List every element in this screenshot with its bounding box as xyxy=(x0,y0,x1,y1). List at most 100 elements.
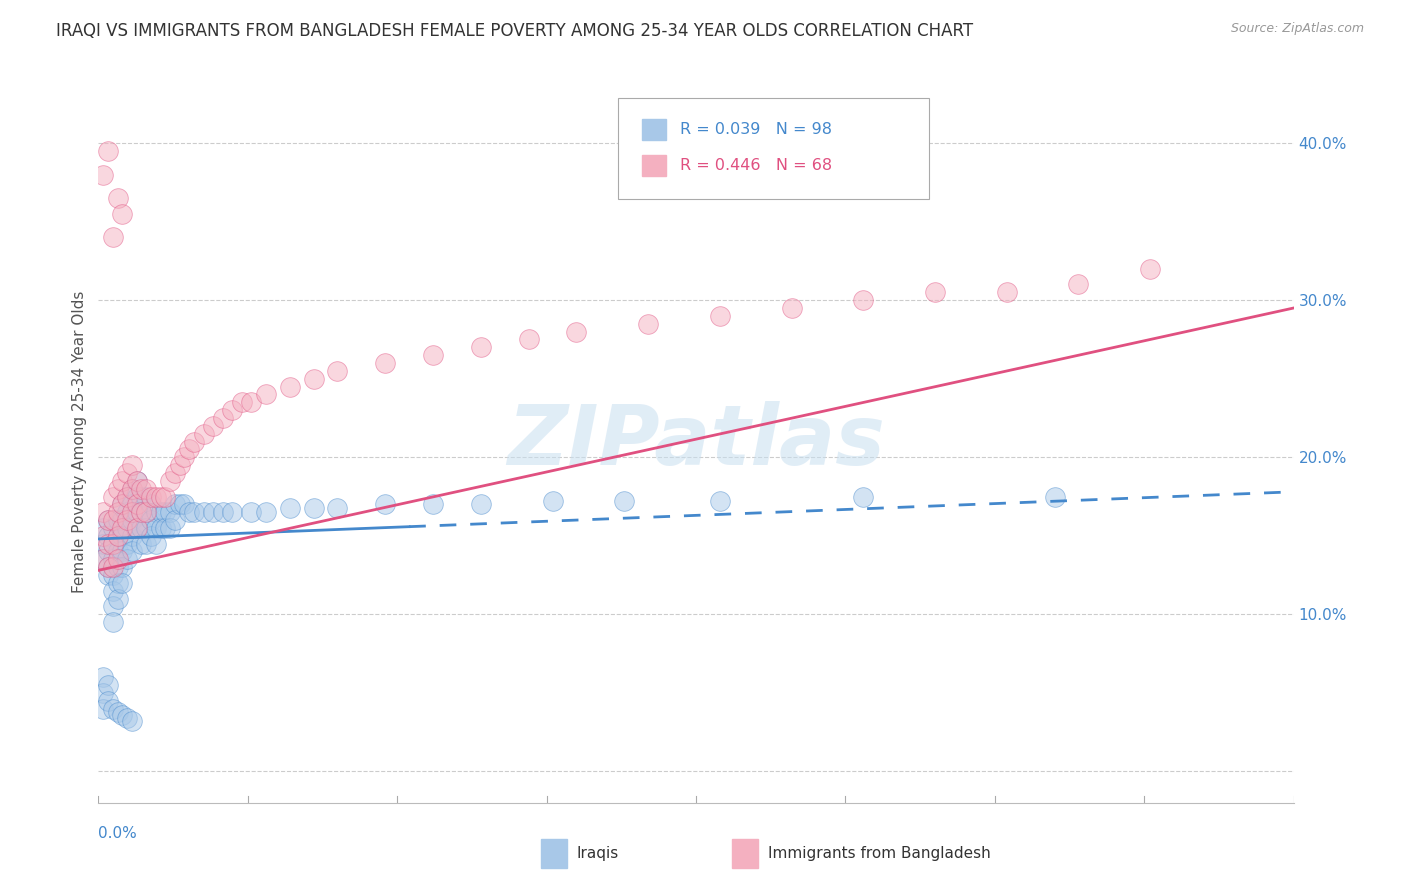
Point xyxy=(101,513,124,527)
Point xyxy=(131,521,153,535)
Point xyxy=(101,552,124,566)
Point xyxy=(125,505,148,519)
Point xyxy=(240,505,263,519)
Point xyxy=(637,317,659,331)
Point xyxy=(145,490,167,504)
Point xyxy=(1043,490,1066,504)
Point xyxy=(115,466,138,480)
Point xyxy=(91,505,114,519)
Point xyxy=(101,701,124,715)
Text: R = 0.446   N = 68: R = 0.446 N = 68 xyxy=(681,158,832,173)
Point xyxy=(221,505,243,519)
Point xyxy=(135,521,157,535)
Point xyxy=(374,497,396,511)
Point xyxy=(221,403,243,417)
Point xyxy=(1067,277,1090,292)
Point xyxy=(97,568,120,582)
Point xyxy=(107,591,129,606)
Point xyxy=(107,560,129,574)
Point xyxy=(211,411,233,425)
Point xyxy=(139,497,162,511)
Point xyxy=(139,529,162,543)
Point xyxy=(145,521,167,535)
Point xyxy=(169,497,191,511)
Point xyxy=(202,418,225,433)
Point xyxy=(101,536,124,550)
Point xyxy=(97,513,120,527)
Point xyxy=(101,583,124,598)
Text: Iraqis: Iraqis xyxy=(576,846,619,861)
Point xyxy=(107,505,129,519)
Point xyxy=(131,490,153,504)
Point xyxy=(211,505,233,519)
Point xyxy=(97,678,120,692)
Point xyxy=(135,482,157,496)
Text: Immigrants from Bangladesh: Immigrants from Bangladesh xyxy=(768,846,990,861)
Point xyxy=(91,552,114,566)
Point xyxy=(709,309,731,323)
Point xyxy=(135,505,157,519)
Bar xyxy=(541,838,567,868)
Point xyxy=(97,694,120,708)
Point xyxy=(149,521,172,535)
Point xyxy=(135,536,157,550)
Point xyxy=(163,513,186,527)
Point xyxy=(302,372,325,386)
Point xyxy=(183,434,205,449)
Point xyxy=(97,144,120,158)
Point xyxy=(107,552,129,566)
Point xyxy=(111,474,134,488)
Point xyxy=(107,575,129,590)
Point xyxy=(115,513,138,527)
Point xyxy=(121,458,143,472)
Point xyxy=(374,356,396,370)
Point xyxy=(115,552,138,566)
Point xyxy=(995,285,1018,300)
Point xyxy=(111,560,134,574)
Point xyxy=(173,450,195,465)
Point xyxy=(111,497,134,511)
Point xyxy=(149,490,172,504)
Point xyxy=(97,544,120,558)
Point xyxy=(183,505,205,519)
Point xyxy=(852,293,875,308)
Point xyxy=(852,490,875,504)
Bar xyxy=(733,838,758,868)
Point xyxy=(91,701,114,715)
Text: R = 0.039   N = 98: R = 0.039 N = 98 xyxy=(681,122,832,136)
Point xyxy=(159,474,181,488)
Point xyxy=(179,505,201,519)
Point xyxy=(193,426,215,441)
Point xyxy=(111,207,134,221)
Point xyxy=(131,482,153,496)
Text: IRAQI VS IMMIGRANTS FROM BANGLADESH FEMALE POVERTY AMONG 25-34 YEAR OLDS CORRELA: IRAQI VS IMMIGRANTS FROM BANGLADESH FEMA… xyxy=(56,22,973,40)
Point xyxy=(326,500,349,515)
Point xyxy=(125,474,148,488)
Point xyxy=(131,505,153,519)
Point xyxy=(125,490,148,504)
Point xyxy=(163,497,186,511)
Point xyxy=(149,505,172,519)
Point xyxy=(179,442,201,457)
Point xyxy=(121,544,143,558)
Point xyxy=(101,560,124,574)
Point xyxy=(97,560,120,574)
Point xyxy=(169,458,191,472)
Point xyxy=(135,490,157,504)
Point xyxy=(101,599,124,614)
Point xyxy=(107,191,129,205)
Point xyxy=(254,387,277,401)
Point xyxy=(145,505,167,519)
Point xyxy=(240,395,263,409)
Point xyxy=(231,395,253,409)
Point xyxy=(135,505,157,519)
Point xyxy=(101,230,124,244)
Point xyxy=(278,500,301,515)
Point xyxy=(139,490,162,504)
Point xyxy=(101,568,124,582)
Point xyxy=(111,521,134,535)
Point xyxy=(155,505,177,519)
Point xyxy=(254,505,277,519)
Point xyxy=(111,497,134,511)
Point xyxy=(121,482,143,496)
